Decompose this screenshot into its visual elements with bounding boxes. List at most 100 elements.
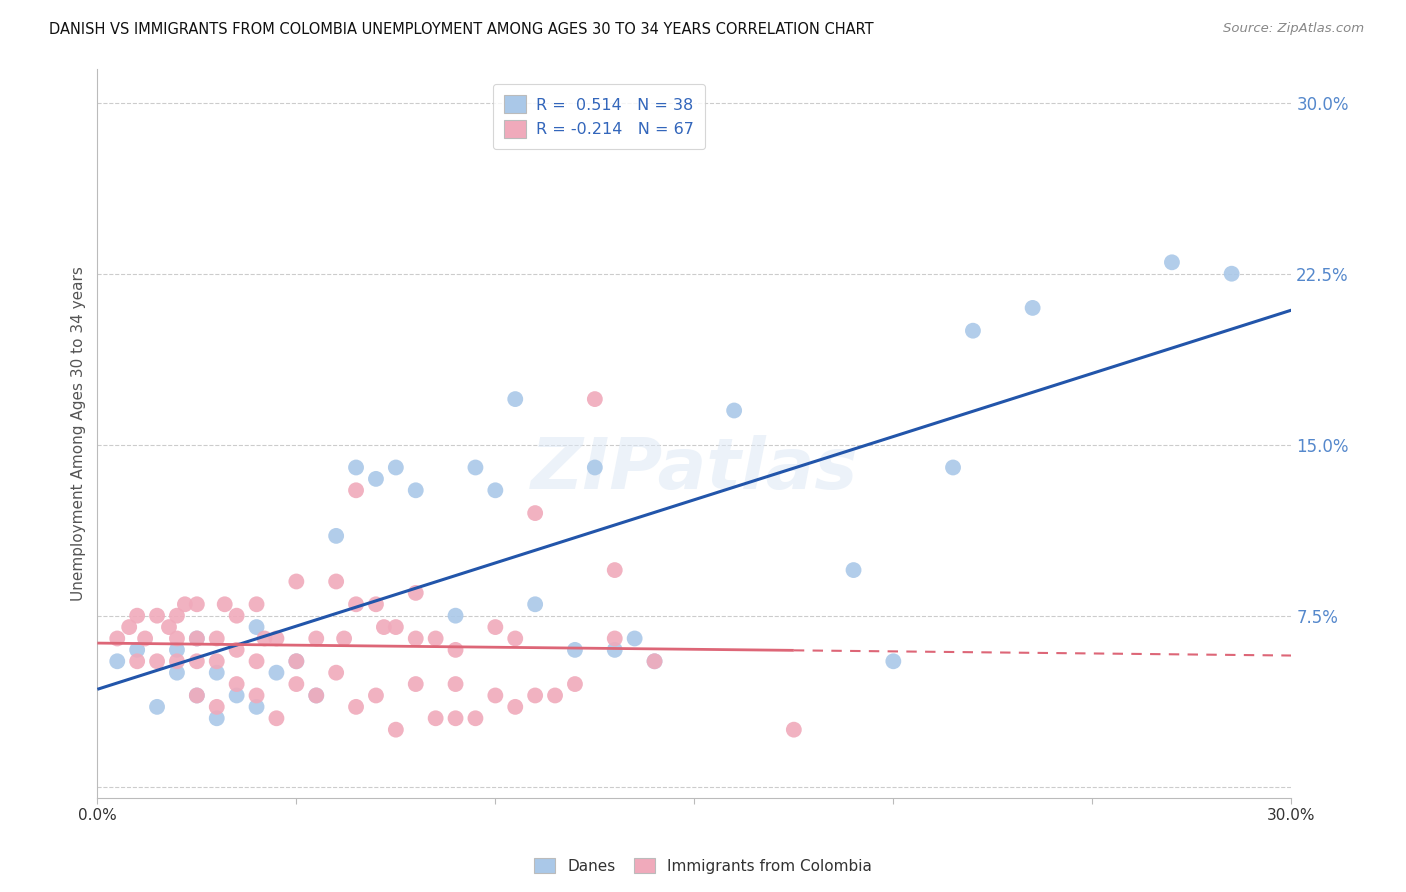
- Legend: Danes, Immigrants from Colombia: Danes, Immigrants from Colombia: [527, 852, 879, 880]
- Point: [484, 689, 506, 703]
- Point: [644, 654, 666, 668]
- Y-axis label: Unemployment Among Ages 30 to 34 years: Unemployment Among Ages 30 to 34 years: [72, 266, 86, 600]
- Point: [842, 563, 865, 577]
- Point: [134, 632, 156, 646]
- Point: [225, 643, 247, 657]
- Point: [305, 689, 328, 703]
- Point: [882, 654, 904, 668]
- Point: [603, 632, 626, 646]
- Point: [186, 632, 208, 646]
- Point: [524, 689, 547, 703]
- Point: [364, 689, 387, 703]
- Point: [325, 574, 347, 589]
- Point: [583, 392, 606, 406]
- Point: [253, 632, 276, 646]
- Point: [583, 460, 606, 475]
- Point: [105, 654, 128, 668]
- Point: [266, 665, 288, 680]
- Point: [385, 620, 408, 634]
- Point: [373, 620, 395, 634]
- Point: [166, 643, 188, 657]
- Point: [962, 324, 984, 338]
- Text: Source: ZipAtlas.com: Source: ZipAtlas.com: [1223, 22, 1364, 36]
- Point: [723, 403, 745, 417]
- Point: [524, 597, 547, 611]
- Point: [266, 711, 288, 725]
- Point: [623, 632, 645, 646]
- Point: [186, 689, 208, 703]
- Point: [186, 689, 208, 703]
- Point: [245, 597, 267, 611]
- Point: [503, 699, 526, 714]
- Point: [205, 654, 228, 668]
- Point: [105, 632, 128, 646]
- Point: [484, 620, 506, 634]
- Point: [127, 654, 149, 668]
- Point: [285, 574, 308, 589]
- Point: [146, 699, 169, 714]
- Point: [344, 483, 367, 498]
- Point: [146, 654, 169, 668]
- Point: [344, 460, 367, 475]
- Point: [405, 483, 427, 498]
- Point: [783, 723, 806, 737]
- Point: [186, 632, 208, 646]
- Point: [118, 620, 141, 634]
- Point: [127, 608, 149, 623]
- Point: [364, 597, 387, 611]
- Point: [425, 711, 447, 725]
- Point: [484, 483, 506, 498]
- Point: [266, 632, 288, 646]
- Point: [524, 506, 547, 520]
- Point: [344, 597, 367, 611]
- Point: [1021, 301, 1043, 315]
- Point: [405, 632, 427, 646]
- Point: [245, 689, 267, 703]
- Point: [186, 654, 208, 668]
- Point: [205, 711, 228, 725]
- Point: [1161, 255, 1184, 269]
- Point: [186, 597, 208, 611]
- Point: [305, 632, 328, 646]
- Point: [444, 711, 467, 725]
- Point: [564, 677, 586, 691]
- Point: [285, 654, 308, 668]
- Point: [205, 699, 228, 714]
- Point: [166, 632, 188, 646]
- Point: [644, 654, 666, 668]
- Point: [405, 586, 427, 600]
- Text: DANISH VS IMMIGRANTS FROM COLOMBIA UNEMPLOYMENT AMONG AGES 30 TO 34 YEARS CORREL: DANISH VS IMMIGRANTS FROM COLOMBIA UNEMP…: [49, 22, 875, 37]
- Point: [305, 689, 328, 703]
- Point: [464, 711, 486, 725]
- Text: ZIPatlas: ZIPatlas: [530, 435, 858, 504]
- Point: [603, 563, 626, 577]
- Point: [425, 632, 447, 646]
- Point: [444, 643, 467, 657]
- Point: [1220, 267, 1243, 281]
- Point: [225, 689, 247, 703]
- Point: [325, 529, 347, 543]
- Point: [464, 460, 486, 475]
- Point: [385, 460, 408, 475]
- Point: [166, 654, 188, 668]
- Point: [166, 665, 188, 680]
- Point: [205, 665, 228, 680]
- Point: [285, 677, 308, 691]
- Point: [174, 597, 197, 611]
- Point: [385, 723, 408, 737]
- Point: [285, 654, 308, 668]
- Point: [225, 677, 247, 691]
- Point: [444, 608, 467, 623]
- Point: [245, 654, 267, 668]
- Point: [344, 699, 367, 714]
- Point: [214, 597, 236, 611]
- Point: [333, 632, 356, 646]
- Point: [503, 632, 526, 646]
- Point: [127, 643, 149, 657]
- Point: [225, 608, 247, 623]
- Point: [146, 608, 169, 623]
- Point: [444, 677, 467, 691]
- Point: [503, 392, 526, 406]
- Point: [157, 620, 180, 634]
- Point: [603, 643, 626, 657]
